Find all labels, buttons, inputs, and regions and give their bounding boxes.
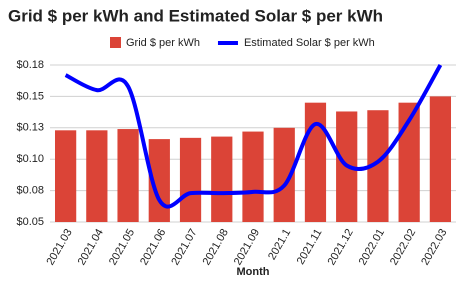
x-tick-label: 2021.03 [44, 227, 74, 267]
y-tick-label: $0.08 [16, 185, 44, 197]
x-tick-label: 2021.08 [201, 227, 231, 267]
x-tick-label: 2021.09 [232, 227, 262, 267]
x-tick-label: 2022.01 [357, 227, 387, 267]
bar [211, 136, 233, 222]
y-tick-label: $0.10 [16, 153, 44, 165]
bar [367, 110, 389, 222]
legend-label: Estimated Solar $ per kWh [244, 37, 375, 49]
x-tick-label: 2021.1 [266, 227, 293, 262]
bar [148, 139, 170, 222]
x-tick-label: 2021.12 [326, 227, 356, 267]
x-tick-label: 2022.03 [419, 227, 449, 267]
line [64, 64, 443, 209]
x-axis-label: Month [237, 266, 270, 278]
x-tick-label: 2022.02 [388, 227, 418, 267]
y-tick-label: $0.13 [16, 122, 44, 134]
y-tick-label: $0.05 [16, 216, 44, 228]
legend-swatch [110, 37, 121, 48]
bar [398, 102, 420, 222]
x-tick-label: 2021.05 [107, 227, 137, 267]
bar [117, 129, 139, 222]
bar [273, 127, 295, 222]
bar [86, 130, 108, 222]
bar [304, 102, 327, 222]
x-tick-label: 2021.11 [295, 227, 325, 267]
legend-label: Grid $ per kWh [126, 37, 200, 49]
x-tick-label: 2021.06 [138, 227, 168, 267]
bar [242, 131, 264, 222]
x-tick-label: 2021.04 [76, 227, 106, 267]
y-tick-label: $0.18 [16, 59, 44, 71]
bar [429, 96, 452, 222]
x-tick-label: 2021.07 [169, 227, 199, 267]
y-tick-label: $0.15 [16, 90, 44, 102]
chart-title: Grid $ per kWh and Estimated Solar $ per… [8, 6, 383, 25]
bar [54, 130, 77, 222]
bar [179, 137, 202, 222]
